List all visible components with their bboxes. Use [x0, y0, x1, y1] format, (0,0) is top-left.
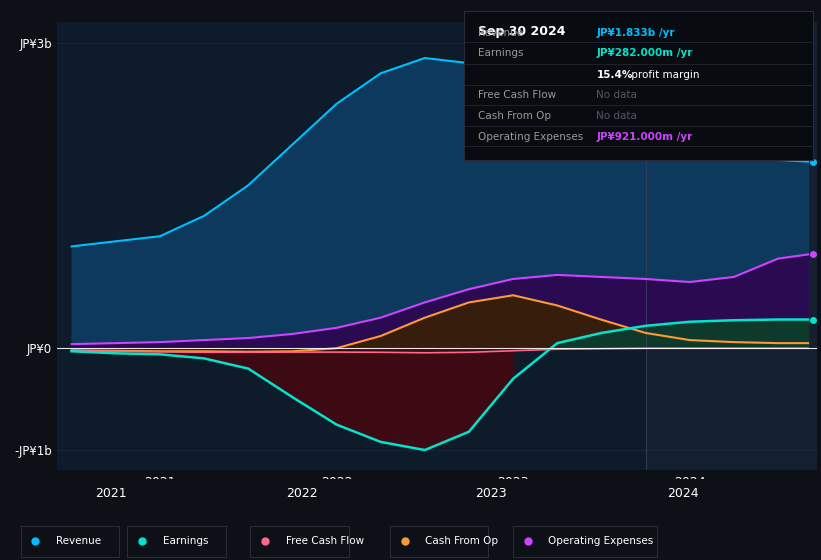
Text: 2021: 2021 — [95, 487, 126, 500]
Text: No data: No data — [596, 91, 637, 100]
Text: Operating Expenses: Operating Expenses — [478, 132, 583, 142]
Text: 15.4%: 15.4% — [596, 69, 633, 80]
Text: JP¥1.833b /yr: JP¥1.833b /yr — [596, 27, 675, 38]
Text: Free Cash Flow: Free Cash Flow — [478, 91, 556, 100]
Text: Cash From Op: Cash From Op — [425, 536, 498, 547]
Bar — [645, 22, 817, 470]
Text: Cash From Op: Cash From Op — [478, 111, 551, 122]
Text: JP¥921.000m /yr: JP¥921.000m /yr — [596, 132, 693, 142]
Text: Revenue: Revenue — [56, 536, 101, 547]
FancyBboxPatch shape — [513, 526, 657, 557]
Text: profit margin: profit margin — [628, 69, 699, 80]
Text: 2023: 2023 — [475, 487, 507, 500]
Text: No data: No data — [596, 111, 637, 122]
Text: 2024: 2024 — [667, 487, 699, 500]
Text: Earnings: Earnings — [163, 536, 208, 547]
Text: Operating Expenses: Operating Expenses — [548, 536, 654, 547]
FancyBboxPatch shape — [250, 526, 349, 557]
Text: Free Cash Flow: Free Cash Flow — [286, 536, 364, 547]
FancyBboxPatch shape — [127, 526, 226, 557]
Text: JP¥282.000m /yr: JP¥282.000m /yr — [596, 49, 693, 58]
FancyBboxPatch shape — [21, 526, 119, 557]
Text: Earnings: Earnings — [478, 49, 523, 58]
Text: Sep 30 2024: Sep 30 2024 — [478, 25, 566, 38]
FancyBboxPatch shape — [390, 526, 488, 557]
Text: Revenue: Revenue — [478, 27, 523, 38]
Text: 2022: 2022 — [287, 487, 318, 500]
